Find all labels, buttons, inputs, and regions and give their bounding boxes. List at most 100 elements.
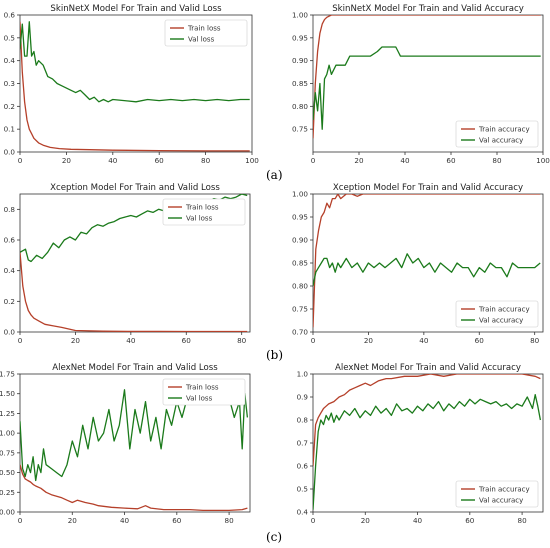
y-tick-label: 1.00 (292, 190, 308, 199)
x-tick-label: 60 (155, 156, 165, 165)
y-tick-label: 0.7 (297, 439, 308, 448)
chart-4: Xception Model For Train and Valid Accur… (292, 183, 544, 345)
y-tick-label: 0.90 (292, 236, 308, 245)
x-tick-label: 60 (475, 336, 485, 345)
chart-title: Xception Model For Train and Valid Loss (50, 183, 220, 193)
x-tick-label: 20 (71, 336, 81, 345)
x-tick-label: 40 (413, 516, 423, 525)
x-tick-label: 80 (201, 156, 211, 165)
y-tick-label: 0.8 (297, 416, 309, 425)
legend-entry-val-accuracy: Val accuracy (479, 317, 523, 325)
y-tick-label: 0.00 (0, 508, 15, 517)
y-tick-label: 0.2 (4, 102, 15, 111)
legend-box (455, 300, 539, 328)
y-tick-label: 1.50 (0, 389, 15, 398)
x-tick-label: 80 (530, 336, 540, 345)
legend-entry-val-loss: Val loss (186, 215, 213, 223)
y-tick-label: 1.0 (297, 370, 309, 379)
x-tick-label: 40 (120, 516, 130, 525)
y-tick-label: 0.6 (297, 462, 309, 471)
chart-title: AlexNet Model For Train and Valid Loss (52, 363, 218, 373)
y-tick-label: 0.6 (4, 236, 16, 245)
y-tick-label: 0.4 (297, 508, 309, 517)
x-tick-label: 80 (492, 156, 502, 165)
legend-entry-train-loss: Train loss (187, 25, 221, 33)
panel-label-c: (c) (266, 530, 283, 544)
series-line-val-accuracy (313, 46, 541, 130)
x-tick-label: 0 (18, 156, 23, 165)
y-tick-label: 0.95 (292, 213, 308, 222)
x-tick-label: 0 (311, 516, 316, 525)
series-line-train-accuracy (313, 194, 541, 328)
legend-entry-train-accuracy: Train accuracy (478, 306, 530, 314)
y-tick-label: 1.75 (0, 370, 15, 379)
series-line-train-loss (20, 464, 248, 512)
y-tick-label: 0.75 (292, 305, 308, 314)
y-tick-label: 0.3 (4, 79, 15, 88)
y-tick-label: 0.0 (4, 148, 16, 157)
y-tick-label: 1.25 (0, 409, 15, 418)
x-tick-label: 60 (446, 156, 456, 165)
series-line-val-accuracy (313, 253, 541, 287)
series-line-val-accuracy (313, 394, 542, 510)
legend: Train accuracy Val accuracy (455, 120, 539, 148)
panel-label-a: (a) (266, 168, 283, 182)
chart-2: SkinNetX Model For Train and Valid Accur… (292, 4, 550, 165)
y-tick-label: 0.80 (292, 282, 308, 291)
series-line-train-accuracy (313, 374, 541, 467)
legend-entry-val-accuracy: Val accuracy (479, 497, 523, 505)
legend-entry-train-accuracy: Train accuracy (478, 486, 530, 494)
y-tick-label: 0.5 (297, 485, 308, 494)
chart-title: SkinNetX Model For Train and Valid Accur… (332, 4, 524, 14)
y-tick-label: 0.90 (292, 56, 308, 65)
y-tick-label: 1.00 (0, 429, 15, 438)
legend-box (164, 19, 248, 47)
y-tick-label: 0.75 (292, 125, 308, 134)
y-tick-label: 0.75 (0, 448, 15, 457)
y-tick-label: 0.4 (4, 266, 16, 275)
chart-title: Xception Model For Train and Valid Accur… (333, 183, 523, 193)
x-tick-label: 0 (311, 336, 316, 345)
legend-box (455, 480, 539, 508)
x-tick-label: 0 (18, 336, 23, 345)
y-tick-label: 0.1 (4, 125, 15, 134)
y-tick-label: 0.5 (4, 33, 15, 42)
legend-entry-train-accuracy: Train accuracy (478, 126, 530, 134)
x-tick-label: 20 (62, 156, 72, 165)
y-tick-label: 1.00 (292, 11, 308, 20)
x-tick-label: 60 (182, 336, 192, 345)
legend-entry-val-accuracy: Val accuracy (479, 137, 523, 145)
series-line-train-loss (20, 252, 248, 332)
x-tick-label: 100 (536, 156, 550, 165)
x-tick-label: 60 (172, 516, 182, 525)
legend: Train accuracy Val accuracy (455, 480, 539, 508)
y-tick-label: 0.50 (0, 468, 15, 477)
y-tick-label: 0.9 (297, 393, 309, 402)
legend-entry-val-loss: Val loss (188, 36, 215, 44)
legend-box (455, 120, 539, 148)
x-tick-label: 60 (465, 516, 475, 525)
legend-box (162, 198, 246, 226)
x-tick-label: 40 (419, 336, 429, 345)
panel-label-b: (b) (266, 348, 284, 362)
plot-frame (19, 373, 251, 513)
x-tick-label: 0 (18, 516, 23, 525)
legend-entry-train-loss: Train loss (185, 204, 219, 212)
x-tick-label: 40 (126, 336, 136, 345)
chart-title: AlexNet Model For Train and Valid Accura… (335, 363, 521, 373)
y-tick-label: 0.2 (4, 297, 15, 306)
y-tick-label: 0.70 (292, 328, 308, 337)
x-tick-label: 80 (237, 336, 247, 345)
y-tick-label: 0.0 (4, 328, 16, 337)
y-tick-label: 0.4 (4, 56, 16, 65)
y-tick-label: 0.80 (292, 102, 308, 111)
y-tick-label: 0.85 (292, 79, 308, 88)
legend: Train accuracy Val accuracy (455, 300, 539, 328)
x-tick-label: 40 (108, 156, 118, 165)
x-tick-label: 80 (225, 516, 235, 525)
legend: Train loss Val loss (162, 378, 246, 406)
y-tick-label: 0.95 (292, 33, 308, 42)
x-tick-label: 0 (311, 156, 316, 165)
x-tick-label: 20 (361, 516, 371, 525)
chart-6: AlexNet Model For Train and Valid Accura… (297, 363, 544, 525)
